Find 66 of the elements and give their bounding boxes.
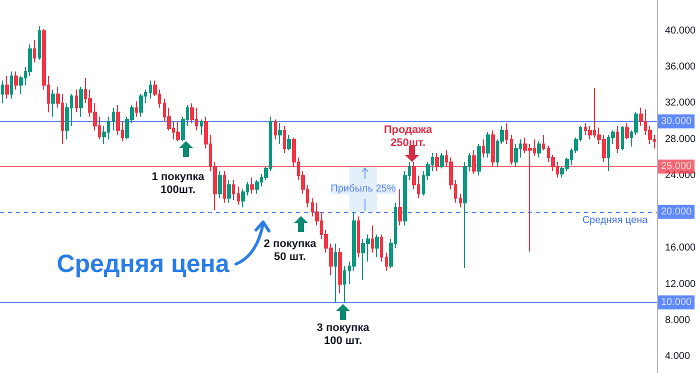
candlestick (237, 186, 240, 206)
ref-line-label: 10.000 (661, 296, 692, 308)
candlestick (75, 89, 78, 113)
annotation: 2 покупка 50 шт. (262, 238, 318, 264)
candlestick (232, 180, 235, 201)
ref-line-label: 20.000 (661, 206, 692, 218)
annotation: Средняя цена (582, 215, 648, 226)
candlestick (227, 180, 231, 204)
candlestick (38, 26, 41, 60)
candlestick (14, 71, 18, 90)
candlestick (621, 125, 624, 151)
candlestick (250, 176, 254, 194)
candlestick (514, 143, 518, 168)
candlestick (375, 234, 379, 258)
candlestick (139, 94, 143, 118)
candlestick (5, 76, 9, 100)
candlestick (176, 120, 180, 142)
y-tick-label: 28.000 (665, 134, 696, 145)
y-tick-label: 16.000 (665, 242, 696, 254)
candlestick (505, 122, 508, 144)
candlestick (135, 100, 138, 118)
candlestick (334, 243, 337, 303)
y-tick-label: 40.000 (665, 25, 696, 36)
candlestick (482, 138, 485, 158)
candlestick (343, 266, 346, 303)
candlestick (380, 234, 383, 262)
candlestick (274, 119, 277, 140)
ref-line-label: 30.000 (661, 116, 692, 127)
annotation: 1 покупка 100шт. (150, 171, 206, 197)
y-tick-label: 12.000 (665, 278, 696, 290)
candlestick (440, 152, 444, 169)
candlestick (1, 80, 4, 104)
candlestick (287, 134, 291, 151)
ref-line-label: 25.000 (661, 161, 692, 172)
candlestick (51, 89, 55, 118)
candlestick (477, 143, 481, 176)
y-tick-label: 32.000 (665, 98, 696, 109)
candlestick (486, 132, 490, 158)
candlestick (616, 125, 619, 154)
candlestick (278, 122, 282, 144)
band-label: Прибыль 25% (330, 184, 396, 195)
candlestick (283, 125, 286, 154)
candlestick (223, 170, 226, 204)
candlestick (625, 122, 629, 140)
candlestick (537, 140, 541, 158)
annotation: Средняя цена (56, 250, 230, 279)
candlestick (218, 170, 222, 199)
y-tick-label: 4.000 (665, 351, 690, 362)
candlestick (338, 248, 342, 294)
candlestick (542, 134, 545, 151)
candlestick (398, 188, 402, 226)
y-tick-label: 8.000 (665, 314, 690, 326)
candlestick (79, 86, 83, 118)
candlestick (371, 224, 374, 254)
candlestick (200, 119, 203, 136)
y-tick-label: 24.000 (665, 170, 696, 182)
candlestick (149, 80, 152, 100)
candlestick (10, 71, 13, 100)
candlestick (112, 107, 115, 131)
candlestick (33, 39, 36, 63)
candlestick (357, 216, 360, 258)
y-tick-label: 36.000 (665, 61, 696, 72)
candlestick (459, 193, 462, 208)
annotation: Продажа 250шт. (382, 124, 434, 150)
annotation: 3 покупка 100 шт. (316, 322, 370, 348)
candlestick (385, 252, 388, 272)
